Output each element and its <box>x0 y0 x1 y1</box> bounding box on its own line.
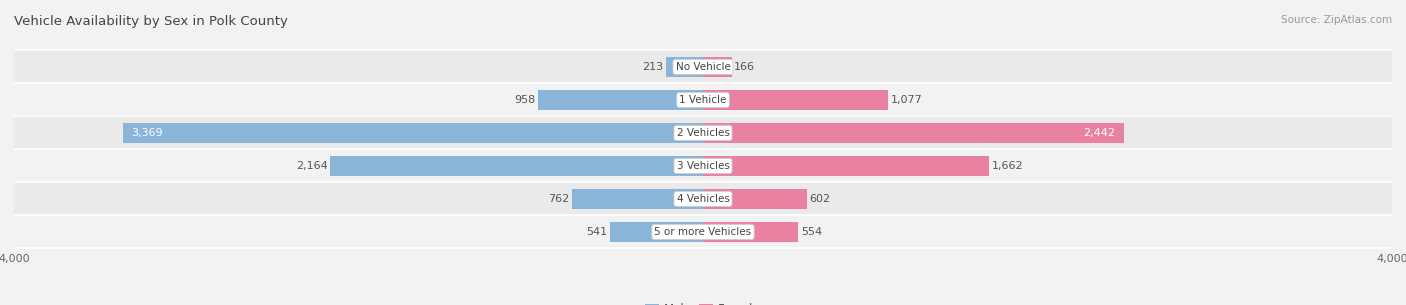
Bar <box>666 57 703 77</box>
Text: 166: 166 <box>734 62 755 72</box>
Text: 5 or more Vehicles: 5 or more Vehicles <box>654 227 752 237</box>
Bar <box>703 189 807 209</box>
Bar <box>572 189 703 209</box>
Bar <box>703 90 889 109</box>
Text: 213: 213 <box>643 62 664 72</box>
Text: 554: 554 <box>801 227 823 237</box>
Bar <box>610 222 703 242</box>
Text: 541: 541 <box>586 227 607 237</box>
Bar <box>14 215 1392 249</box>
Bar <box>703 57 731 77</box>
Bar <box>14 84 1392 117</box>
Bar <box>14 149 1392 182</box>
Text: 2,164: 2,164 <box>295 161 328 171</box>
Text: 762: 762 <box>548 194 569 204</box>
Text: 3,369: 3,369 <box>131 128 163 138</box>
Text: 1,662: 1,662 <box>991 161 1024 171</box>
Text: Vehicle Availability by Sex in Polk County: Vehicle Availability by Sex in Polk Coun… <box>14 15 288 28</box>
Text: 2 Vehicles: 2 Vehicles <box>676 128 730 138</box>
Bar <box>14 182 1392 215</box>
Bar <box>14 50 1392 84</box>
Bar <box>330 156 703 175</box>
Text: 2,442: 2,442 <box>1083 128 1115 138</box>
Text: 3 Vehicles: 3 Vehicles <box>676 161 730 171</box>
Text: 958: 958 <box>515 95 536 105</box>
Text: 1 Vehicle: 1 Vehicle <box>679 95 727 105</box>
Text: 602: 602 <box>810 194 831 204</box>
Text: No Vehicle: No Vehicle <box>675 62 731 72</box>
Bar <box>122 124 703 142</box>
Bar <box>703 124 1123 142</box>
Legend: Male, Female: Male, Female <box>641 298 765 305</box>
Bar <box>703 156 990 175</box>
Text: 1,077: 1,077 <box>891 95 922 105</box>
Bar <box>538 90 703 109</box>
Bar <box>703 222 799 242</box>
Bar <box>14 117 1392 149</box>
Text: 4 Vehicles: 4 Vehicles <box>676 194 730 204</box>
Text: Source: ZipAtlas.com: Source: ZipAtlas.com <box>1281 15 1392 25</box>
